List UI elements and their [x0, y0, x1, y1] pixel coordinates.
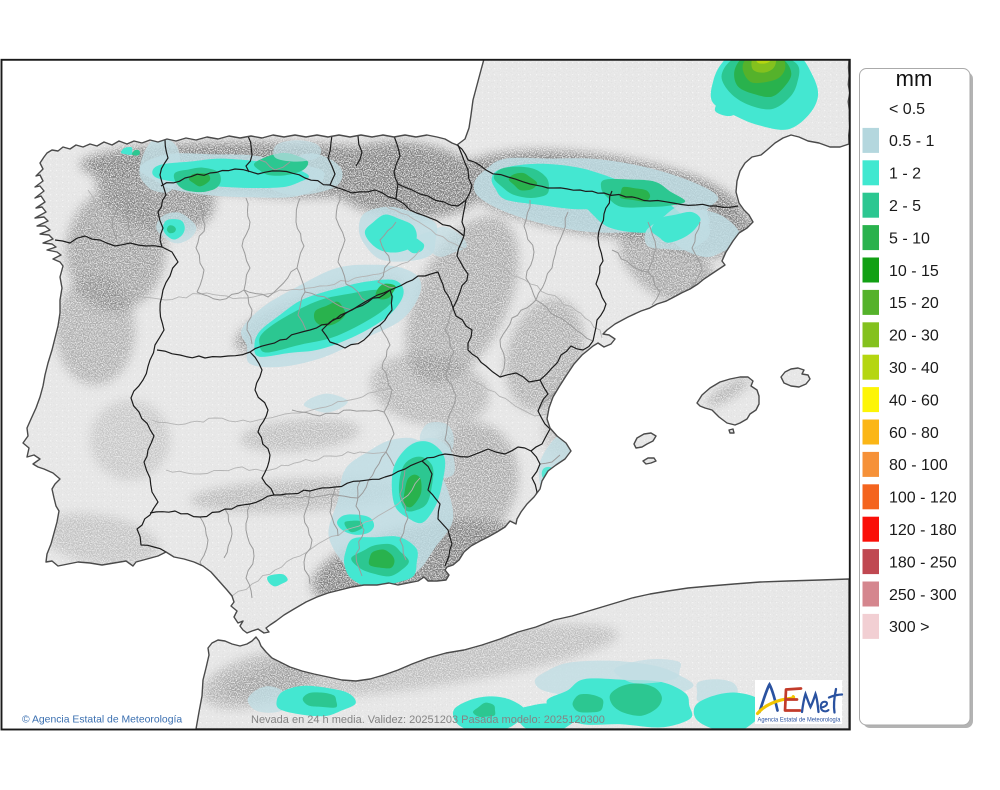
- svg-text:180 - 250: 180 - 250: [889, 554, 957, 571]
- svg-text:Agencia Estatal de Meteorologí: Agencia Estatal de Meteorología: [758, 718, 842, 724]
- svg-text:120 - 180: 120 - 180: [889, 522, 957, 539]
- svg-text:40 - 60: 40 - 60: [889, 392, 939, 409]
- svg-text:10 - 15: 10 - 15: [889, 263, 939, 280]
- svg-text:2 - 5: 2 - 5: [889, 198, 921, 215]
- svg-text:300 >: 300 >: [889, 619, 929, 636]
- svg-text:< 0.5: < 0.5: [889, 101, 925, 118]
- svg-text:250 - 300: 250 - 300: [889, 587, 957, 604]
- svg-text:100 - 120: 100 - 120: [889, 490, 957, 507]
- svg-text:© Agencia Estatal de Meteorolo: © Agencia Estatal de Meteorología: [22, 715, 182, 726]
- svg-text:Nevada en 24 h media. Validez:: Nevada en 24 h media. Validez: 20251203 …: [251, 714, 605, 726]
- svg-text:20 - 30: 20 - 30: [889, 328, 939, 345]
- svg-text:mm: mm: [896, 66, 933, 91]
- svg-text:30 - 40: 30 - 40: [889, 360, 939, 377]
- svg-text:80 - 100: 80 - 100: [889, 457, 948, 474]
- svg-text:15 - 20: 15 - 20: [889, 295, 939, 312]
- svg-text:0.5 - 1: 0.5 - 1: [889, 133, 934, 150]
- svg-text:60 - 80: 60 - 80: [889, 425, 939, 442]
- svg-text:5 - 10: 5 - 10: [889, 230, 930, 247]
- svg-text:1 - 2: 1 - 2: [889, 166, 921, 183]
